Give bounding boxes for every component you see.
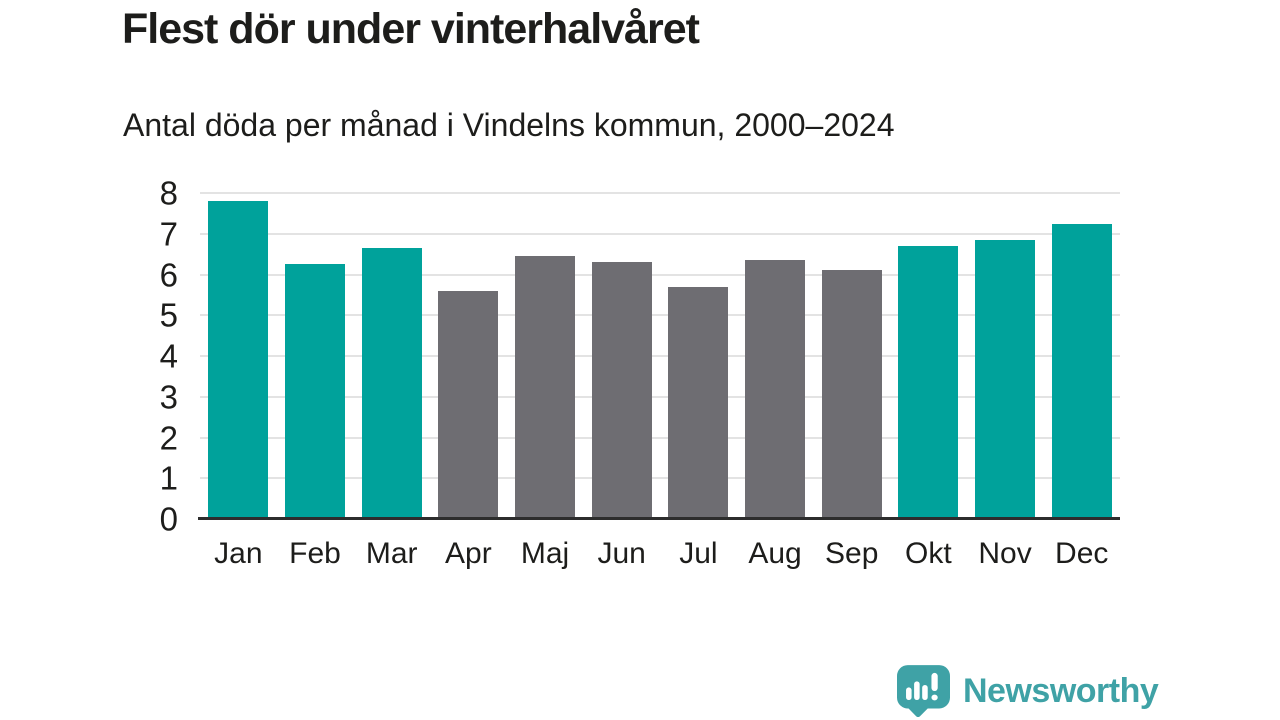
x-tick-label-jul: Jul bbox=[679, 537, 718, 570]
bar-slot-jul bbox=[660, 193, 737, 519]
bar-slot-aug bbox=[737, 193, 814, 519]
y-tick-label-2: 2 bbox=[159, 419, 178, 456]
x-tick-label-sep: Sep bbox=[825, 537, 879, 570]
bar-okt bbox=[898, 245, 959, 519]
x-tick-label-jun: Jun bbox=[597, 537, 646, 570]
bar-dec bbox=[1051, 223, 1112, 519]
x-tick-label-apr: Apr bbox=[445, 537, 492, 570]
bar-jun bbox=[591, 262, 652, 519]
bar-sep bbox=[821, 270, 882, 519]
y-tick-label-8: 8 bbox=[159, 174, 178, 212]
gridline-7 bbox=[200, 232, 1120, 235]
x-tick-label-aug: Aug bbox=[748, 537, 802, 570]
newsworthy-logo: Newsworthy bbox=[897, 665, 1159, 717]
x-tick-label-feb: Feb bbox=[289, 537, 341, 570]
newsworthy-logo-text: Newsworthy bbox=[963, 672, 1159, 710]
bar-jan bbox=[208, 201, 269, 519]
bar-slot-okt bbox=[890, 193, 967, 519]
gridline-3 bbox=[200, 395, 1120, 398]
x-tick-label-dec: Dec bbox=[1055, 537, 1109, 570]
x-tick-label-nov: Nov bbox=[978, 537, 1032, 570]
y-tick-label-3: 3 bbox=[159, 378, 178, 416]
bar-nov bbox=[975, 239, 1036, 519]
bar-jul bbox=[668, 286, 729, 519]
bar-feb bbox=[285, 264, 345, 519]
bar-slot-apr bbox=[430, 193, 507, 519]
bar-slot-dec bbox=[1043, 193, 1120, 519]
y-tick-label-0: 0 bbox=[159, 500, 178, 538]
gridline-5 bbox=[200, 314, 1120, 317]
gridline-6 bbox=[200, 273, 1120, 276]
bar-slot-feb bbox=[277, 193, 354, 519]
chart-subtitle: Antal döda per månad i Vindelns kommun, … bbox=[123, 107, 895, 143]
bar-slot-maj bbox=[507, 193, 584, 519]
x-axis: Jan Feb Mar Apr Maj Jun Jul Aug Sep Okt Nov Dec bbox=[200, 536, 1120, 572]
bar-aug bbox=[745, 260, 806, 519]
y-tick-label-7: 7 bbox=[159, 215, 178, 253]
plot-area bbox=[198, 192, 1120, 520]
y-tick-label-6: 6 bbox=[159, 256, 178, 293]
bar-slot-sep bbox=[813, 193, 890, 519]
gridline-1 bbox=[200, 477, 1120, 480]
bar-series bbox=[200, 193, 1120, 519]
y-tick-label-5: 5 bbox=[159, 296, 178, 334]
x-tick-label-jan: Jan bbox=[214, 537, 263, 570]
gridline-2 bbox=[200, 436, 1120, 439]
bar-slot-nov bbox=[967, 193, 1044, 519]
newsworthy-chart-bubble-icon bbox=[897, 665, 950, 717]
bar-apr bbox=[438, 290, 499, 519]
bar-maj bbox=[515, 256, 576, 519]
bar-mar bbox=[361, 248, 422, 519]
y-tick-label-1: 1 bbox=[159, 459, 178, 497]
gridline-8 bbox=[200, 192, 1120, 194]
x-tick-label-okt: Okt bbox=[905, 537, 952, 570]
x-tick-label-maj: Maj bbox=[520, 537, 570, 570]
x-tick-label-mar: Mar bbox=[365, 537, 418, 570]
bar-slot-jun bbox=[583, 193, 660, 519]
x-axis-line bbox=[198, 517, 1120, 520]
bar-slot-jan bbox=[200, 193, 277, 519]
gridline-4 bbox=[200, 355, 1120, 357]
y-tick-label-4: 4 bbox=[159, 337, 178, 375]
bar-slot-mar bbox=[353, 193, 430, 519]
chart-title: Flest dör under vinterhalvåret bbox=[122, 5, 700, 53]
